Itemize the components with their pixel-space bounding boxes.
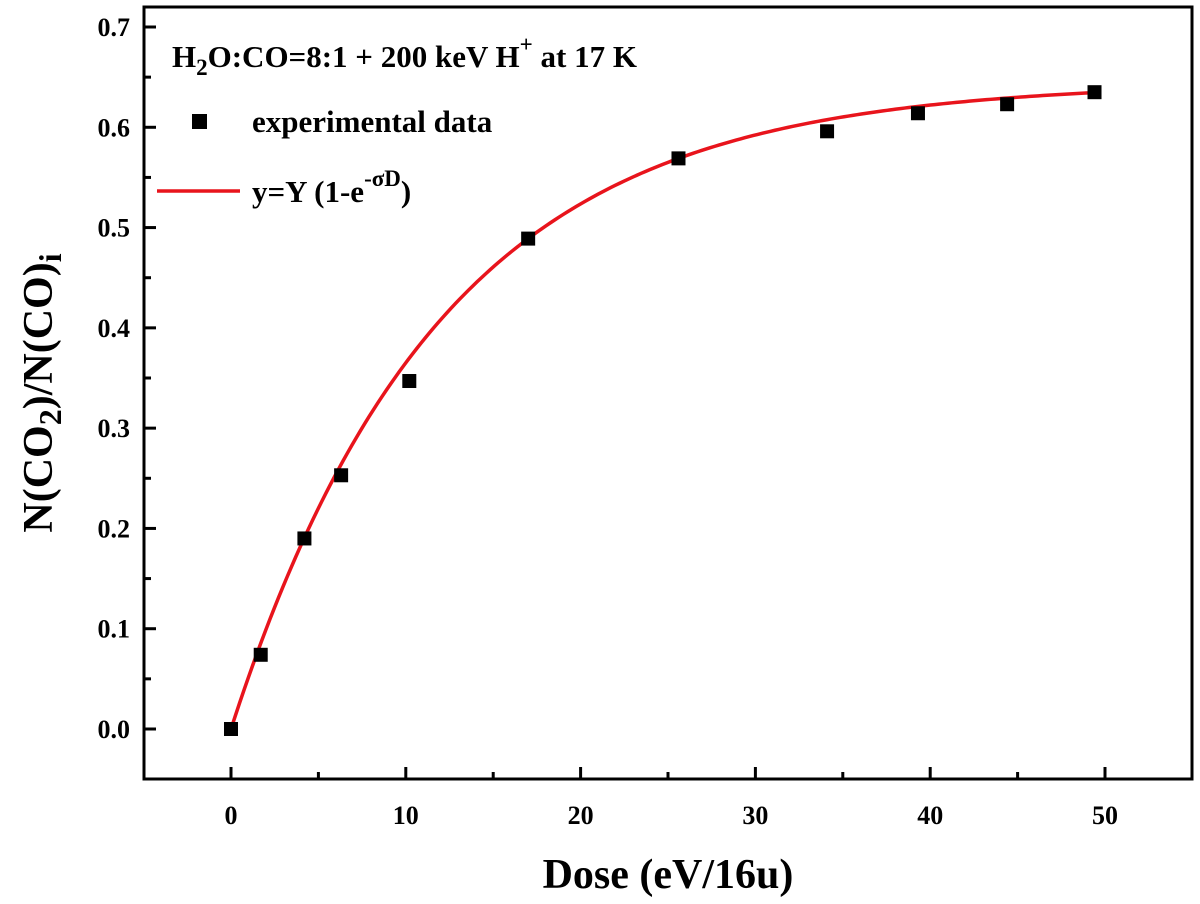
data-point xyxy=(1087,85,1102,100)
x-tick-label: 40 xyxy=(917,801,943,830)
y-tick-label: 0.4 xyxy=(98,314,131,343)
data-point xyxy=(297,531,312,546)
data-point xyxy=(1000,97,1015,112)
data-points xyxy=(224,85,1102,736)
y-tick-label: 0.0 xyxy=(98,715,131,744)
x-tick-label: 20 xyxy=(568,801,594,830)
y-tick-label: 0.3 xyxy=(98,414,131,443)
x-axis-ticks: 0 10 20 30 40 50 xyxy=(225,767,1118,830)
data-point xyxy=(910,106,925,121)
y-tick-label: 0.6 xyxy=(98,113,131,142)
x-tick-label: 10 xyxy=(393,801,419,830)
data-point xyxy=(334,468,349,483)
plot-annotation: H2O:CO=8:1 + 200 keV H+ at 17 K xyxy=(172,32,637,80)
y-tick-label: 0.2 xyxy=(98,514,131,543)
data-point xyxy=(671,151,686,166)
fit-curve-line xyxy=(229,90,1095,730)
legend-marker-square xyxy=(192,114,207,129)
data-point xyxy=(402,374,417,389)
x-axis-title: Dose (eV/16u) xyxy=(543,852,794,898)
legend-label-fit: y=Y (1-e-σD) xyxy=(252,166,411,209)
data-point xyxy=(521,231,536,246)
y-tick-label: 0.1 xyxy=(98,615,131,644)
y-axis-title: N(CO2)/N(CO)i xyxy=(16,253,68,532)
y-axis-ticks: 0.0 0.1 0.2 0.3 0.4 0.5 0.6 0.7 xyxy=(98,13,156,744)
data-point xyxy=(253,647,268,662)
legend: experimental data y=Y (1-e-σD) xyxy=(157,104,493,209)
data-point xyxy=(224,722,238,736)
legend-label-experimental: experimental data xyxy=(252,104,493,139)
data-point xyxy=(820,124,835,139)
y-tick-label: 0.7 xyxy=(98,13,131,42)
y-tick-label: 0.5 xyxy=(98,214,131,243)
x-tick-label: 50 xyxy=(1092,801,1118,830)
x-tick-label: 30 xyxy=(742,801,768,830)
x-tick-label: 0 xyxy=(225,801,238,830)
